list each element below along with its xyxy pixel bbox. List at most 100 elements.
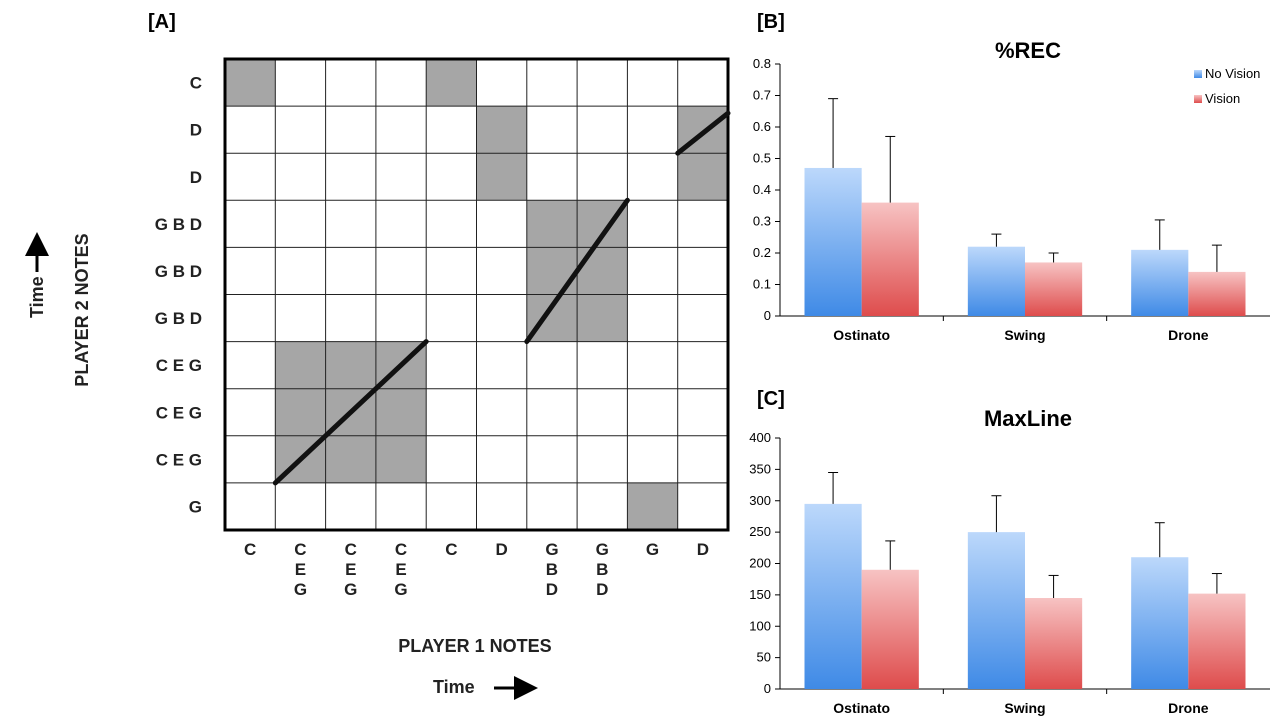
bar-no-vision [967, 532, 1025, 689]
player1-note-label: C [294, 540, 306, 559]
y-tick-label: 350 [749, 461, 771, 476]
chart-c-title: MaxLine [984, 406, 1072, 431]
category-label: Ostinato [833, 327, 890, 343]
player1-note-label: D [697, 540, 709, 559]
player1-note-label: C [445, 540, 457, 559]
y-tick-label: 400 [749, 430, 771, 445]
grid-border [223, 57, 730, 532]
player2-note-label: C E G [156, 356, 202, 375]
panel-c: [C] MaxLine 0 50 100 150 200 250 300 350 400 Osti… [749, 388, 1270, 716]
recurrence-cell [577, 294, 628, 342]
player1-note-label: G [646, 540, 659, 559]
bar-no-vision [1131, 557, 1189, 689]
recurrence-cell [275, 388, 326, 436]
chart-b-plot: 0 0.1 0.2 0.3 0.4 0.5 0.6 0.7 0.8 Ostinato Swing Dr… [753, 56, 1270, 343]
panel-c-label: [C] [757, 388, 785, 410]
recurrence-cell [476, 153, 527, 201]
horizontal-time-label: Time [433, 677, 475, 697]
y-tick-label: 0 [764, 681, 771, 696]
bar-vision [861, 202, 919, 316]
legend-entry: No Vision [1205, 66, 1260, 81]
recurrence-cell [526, 200, 578, 248]
recurrence-grid [223, 57, 731, 532]
player1-note-label: C [345, 540, 357, 559]
player1-note-label: B [596, 560, 608, 579]
diagonal-line [675, 110, 731, 156]
player2-axis-title: PLAYER 2 NOTES [72, 233, 92, 386]
recurrence-cell [677, 153, 728, 201]
category-label: Drone [1168, 327, 1209, 343]
recurrence-cell [375, 388, 427, 436]
recurrence-cell [325, 341, 376, 389]
chart-c-plot: 0 50 100 150 200 250 300 350 400 Ostinato Swing Dro… [749, 430, 1270, 716]
player1-note-label: D [496, 540, 508, 559]
y-tick-label: 0.3 [753, 214, 771, 229]
diagonal-line [524, 197, 630, 345]
player1-note-label: D [596, 580, 608, 599]
player1-note-label: G [294, 580, 307, 599]
player1-note-label: E [395, 560, 406, 579]
player1-note-label: E [345, 560, 356, 579]
recurrence-cell [627, 482, 678, 530]
bar-vision [1025, 598, 1083, 689]
y-tick-label: 300 [749, 493, 771, 508]
y-tick-label: 150 [749, 587, 771, 602]
bar-vision [1188, 593, 1246, 689]
recurrence-cell [577, 247, 628, 295]
category-label: Swing [1004, 327, 1045, 343]
chart-b-title: %REC [995, 38, 1061, 63]
y-tick-label: 0.6 [753, 119, 771, 134]
legend-swatch [1194, 95, 1202, 103]
diagonal-line [272, 339, 429, 486]
recurrence-cell [526, 247, 578, 295]
bar-vision [1025, 262, 1083, 316]
y-tick-label: 0 [764, 308, 771, 323]
category-label: Drone [1168, 700, 1209, 716]
player2-note-label: D [190, 168, 202, 187]
y-tick-label: 200 [749, 556, 771, 571]
y-tick-label: 250 [749, 524, 771, 539]
player1-note-label: C [395, 540, 407, 559]
player1-note-label: D [546, 580, 558, 599]
panel-a-label: [A] [148, 11, 176, 33]
recurrence-cell [325, 435, 376, 483]
y-tick-label: 0.1 [753, 277, 771, 292]
category-label: Swing [1004, 700, 1045, 716]
bar-vision [1188, 271, 1246, 316]
player1-note-label: G [596, 540, 609, 559]
player2-note-label: C E G [156, 450, 202, 469]
player1-note-label: G [545, 540, 558, 559]
player1-axis-title: PLAYER 1 NOTES [398, 636, 551, 656]
y-tick-label: 100 [749, 618, 771, 633]
y-tick-label: 0.2 [753, 245, 771, 260]
player1-note-label: E [295, 560, 306, 579]
recurrence-cell [426, 59, 477, 107]
category-label: Ostinato [833, 700, 890, 716]
player1-note-label: G [344, 580, 357, 599]
bar-no-vision [1131, 249, 1189, 316]
bar-no-vision [804, 503, 862, 689]
player2-note-labels: C D D G B D G B D G B D C E G C E G C E G G [155, 74, 202, 517]
player1-note-label: C [244, 540, 256, 559]
legend-entry: Vision [1205, 91, 1240, 106]
recurrence-cell [375, 435, 427, 483]
player2-note-label: G B D [155, 262, 202, 281]
bar-no-vision [967, 246, 1025, 316]
y-tick-label: 0.4 [753, 182, 771, 197]
legend-swatch [1194, 70, 1202, 78]
recurrence-cell [476, 106, 527, 154]
y-tick-label: 0.7 [753, 88, 771, 103]
recurrence-cell [225, 59, 276, 107]
recurrence-cell [275, 341, 326, 389]
bar-vision [861, 569, 919, 689]
player2-note-label: C E G [156, 403, 202, 422]
bar-no-vision [804, 167, 862, 316]
vertical-time-label: Time [27, 276, 47, 318]
y-tick-label: 50 [757, 650, 771, 665]
panel-b: [B] %REC 0 0.1 0.2 0.3 0.4 0.5 0.6 0.7 0.8 Ostina… [753, 11, 1270, 343]
y-tick-label: 0.8 [753, 56, 771, 71]
player2-note-label: C [190, 74, 202, 93]
panel-b-label: [B] [757, 11, 785, 33]
